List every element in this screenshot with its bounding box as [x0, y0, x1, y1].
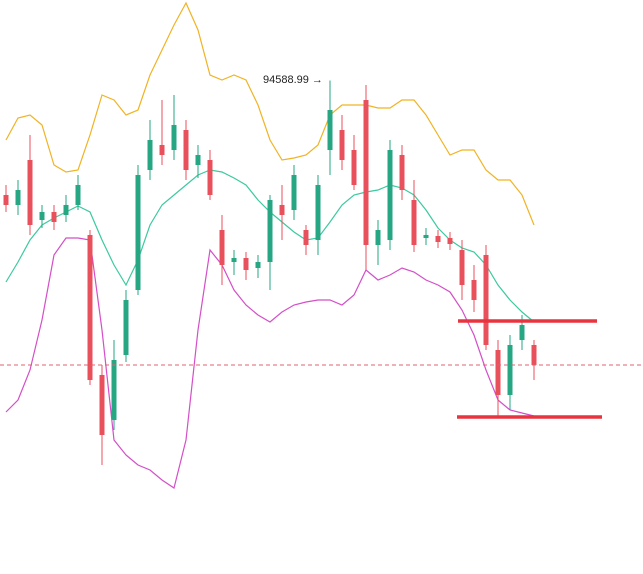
candle-body: [219, 230, 225, 265]
candle-body: [495, 350, 501, 395]
candle-layer: [3, 80, 537, 465]
candle-body: [483, 255, 489, 345]
candle-body: [351, 150, 357, 185]
candle-body: [123, 300, 129, 355]
candle-body: [363, 100, 369, 245]
candle-body: [15, 190, 21, 205]
candle-body: [243, 258, 249, 270]
candle-body: [279, 205, 285, 215]
candle-body: [99, 375, 105, 435]
candle-body: [207, 160, 213, 195]
candle-body: [111, 360, 117, 420]
candle-body: [531, 345, 537, 365]
candle-body: [507, 345, 513, 395]
candle-body: [27, 160, 33, 225]
candle-body: [519, 325, 525, 340]
candle-body: [387, 150, 393, 240]
candle-body: [303, 230, 309, 245]
candle-body: [327, 110, 333, 150]
candle-body: [435, 236, 441, 242]
candle-body: [135, 175, 141, 290]
candle-body: [75, 185, 81, 205]
candle-body: [411, 200, 417, 245]
high-annotation: 94588.99 →: [263, 74, 323, 86]
candle-body: [87, 235, 93, 380]
candle-body: [447, 238, 453, 244]
candle-body: [315, 185, 321, 240]
candle-body: [339, 130, 345, 160]
candle-body: [3, 195, 9, 205]
candle-body: [459, 250, 465, 285]
candle-body: [423, 235, 429, 238]
candle-body: [51, 212, 57, 222]
candle-body: [231, 258, 237, 262]
candle-body: [291, 175, 297, 210]
candle-body: [183, 130, 189, 170]
candle-body: [63, 205, 69, 215]
candle-body: [195, 155, 201, 165]
band-line: [5, 237, 535, 489]
candle-body: [399, 155, 405, 190]
candle-body: [147, 140, 153, 170]
candle-body: [255, 262, 261, 268]
level-layer: [0, 319, 643, 419]
band-line: [5, 1, 535, 226]
candle-body: [39, 212, 45, 220]
candle-body: [471, 280, 477, 300]
candle-body: [171, 125, 177, 150]
candle-body: [159, 145, 165, 155]
candle-body: [375, 230, 381, 245]
candle-body: [267, 200, 273, 262]
